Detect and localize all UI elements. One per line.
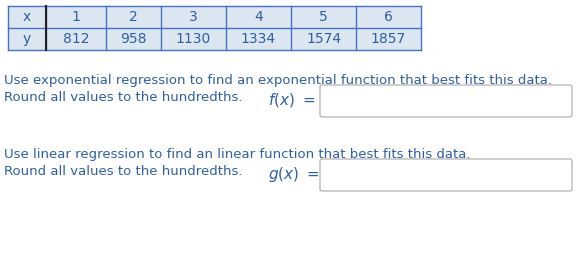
Text: Round all values to the hundredths.: Round all values to the hundredths. [4,91,251,104]
Text: $g(x)\ =$: $g(x)\ =$ [268,165,319,184]
Text: 1574: 1574 [306,32,341,46]
Text: 2: 2 [129,10,138,24]
FancyBboxPatch shape [320,159,572,191]
Text: $f(x)\ =$: $f(x)\ =$ [268,91,315,109]
Text: 3: 3 [189,10,198,24]
Text: Use exponential regression to find an exponential function that best fits this d: Use exponential regression to find an ex… [4,74,552,87]
Bar [8,28,421,50]
FancyBboxPatch shape [320,85,572,117]
Text: y: y [23,32,31,46]
Bar [8,6,421,28]
Text: 5: 5 [319,10,328,24]
Text: 6: 6 [384,10,393,24]
Text: 958: 958 [120,32,147,46]
Text: 1: 1 [72,10,81,24]
Text: 812: 812 [62,32,89,46]
Text: 1130: 1130 [176,32,211,46]
Text: 4: 4 [254,10,263,24]
Text: x: x [23,10,31,24]
Text: Round all values to the hundredths.: Round all values to the hundredths. [4,165,251,178]
Text: 1334: 1334 [241,32,276,46]
Text: Use linear regression to find an linear function that best fits this data.: Use linear regression to find an linear … [4,148,471,161]
Text: 1857: 1857 [371,32,406,46]
